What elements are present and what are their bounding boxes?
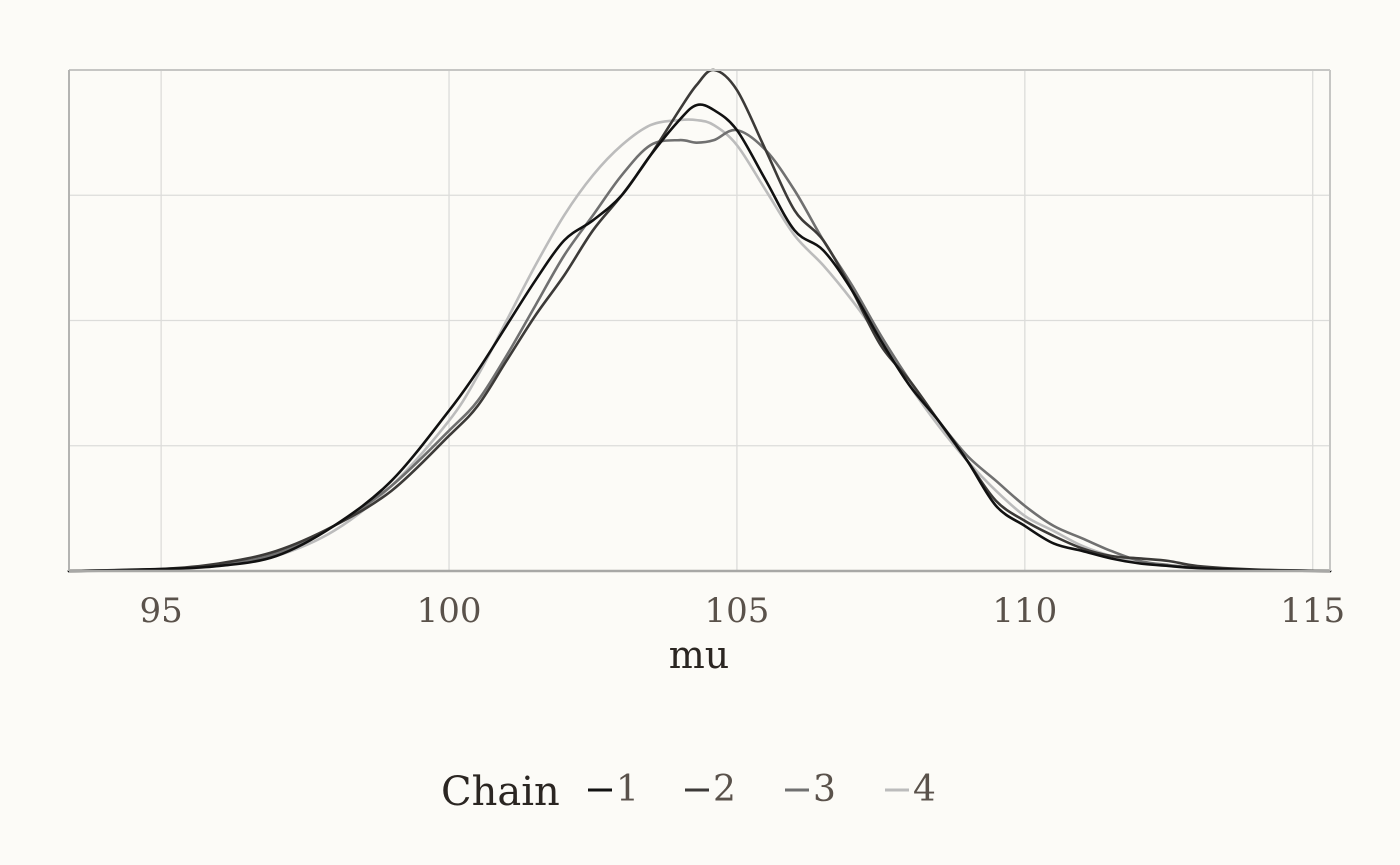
series-line-chain-4 [67, 118, 1332, 573]
plot-frame [68, 69, 1331, 573]
legend-label-chain-1: 1 [616, 769, 639, 810]
legend-label-chain-3: 3 [813, 769, 836, 810]
grid [69, 70, 1330, 571]
x-tick-label-105: 105 [704, 591, 769, 631]
x-tick-label-95: 95 [139, 591, 182, 631]
legend-label-chain-2: 2 [713, 769, 736, 810]
x-tick-label-100: 100 [417, 591, 482, 631]
x-tick-label-110: 110 [992, 591, 1057, 631]
legend-label-chain-4: 4 [913, 769, 936, 810]
series-lines [67, 68, 1332, 573]
x-axis-title: mu [669, 633, 730, 677]
legend: Chain 1 2 3 4 [441, 769, 936, 815]
x-tick-label-115: 115 [1280, 591, 1345, 631]
x-axis-ticks: 95 100 105 110 115 [139, 591, 1345, 631]
legend-title: Chain [441, 769, 560, 815]
series-line-chain-3 [67, 128, 1332, 573]
series-line-chain-1 [67, 103, 1332, 573]
series-line-chain-2 [67, 68, 1332, 573]
